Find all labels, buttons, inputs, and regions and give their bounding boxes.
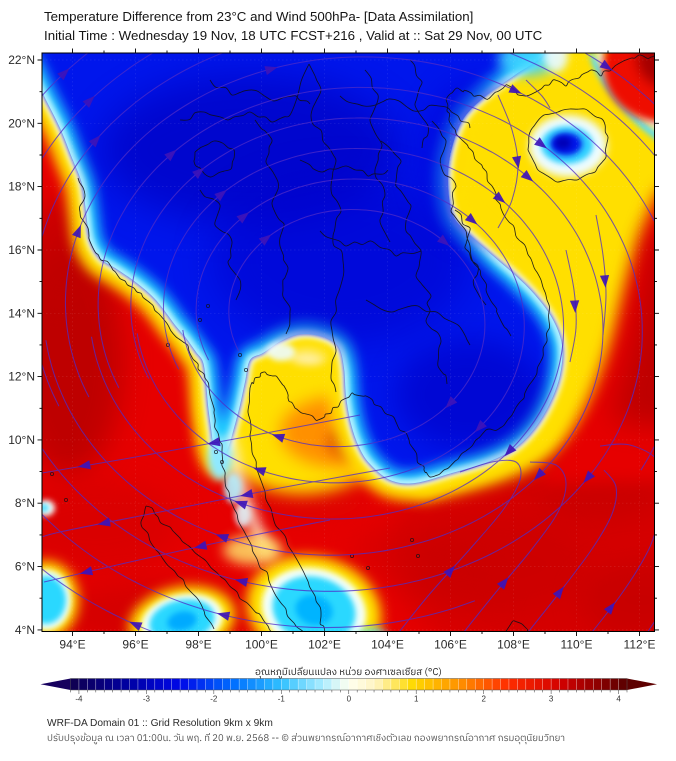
svg-text:-2: -2 <box>210 695 218 704</box>
svg-text:102°E: 102°E <box>308 638 341 652</box>
svg-text:16°N: 16°N <box>8 243 35 257</box>
svg-text:-3: -3 <box>143 695 151 704</box>
svg-text:20°N: 20°N <box>8 116 35 130</box>
svg-text:106°E: 106°E <box>434 638 467 652</box>
svg-text:14°N: 14°N <box>8 306 35 320</box>
svg-text:104°E: 104°E <box>371 638 404 652</box>
svg-text:6°N: 6°N <box>15 560 35 574</box>
svg-text:3: 3 <box>549 695 554 704</box>
svg-text:-1: -1 <box>278 695 286 704</box>
svg-text:100°E: 100°E <box>245 638 278 652</box>
svg-text:94°E: 94°E <box>59 638 85 652</box>
svg-text:110°E: 110°E <box>561 638 593 652</box>
svg-text:-4: -4 <box>75 695 83 704</box>
svg-text:WRF-DA Domain 01 :: Grid Resol: WRF-DA Domain 01 :: Grid Resolution 9km … <box>47 718 273 729</box>
svg-text:1: 1 <box>414 695 419 704</box>
svg-text:12°N: 12°N <box>8 370 35 384</box>
svg-text:10°N: 10°N <box>8 433 35 447</box>
svg-text:4°N: 4°N <box>15 623 35 637</box>
svg-text:112°E: 112°E <box>624 638 656 652</box>
svg-text:108°E: 108°E <box>497 638 530 652</box>
svg-text:2: 2 <box>481 695 486 704</box>
svg-text:4: 4 <box>616 695 621 704</box>
svg-text:18°N: 18°N <box>8 180 35 194</box>
svg-text:Temperature Difference from 23: Temperature Difference from 23°C and Win… <box>44 9 473 24</box>
svg-text:Initial Time : Wednesday 19 No: Initial Time : Wednesday 19 Nov, 18 UTC … <box>44 28 543 43</box>
svg-text:0: 0 <box>347 695 352 704</box>
svg-text:22°N: 22°N <box>8 53 35 67</box>
svg-text:96°E: 96°E <box>122 638 148 652</box>
svg-text:8°N: 8°N <box>15 496 35 510</box>
svg-text:98°E: 98°E <box>185 638 211 652</box>
